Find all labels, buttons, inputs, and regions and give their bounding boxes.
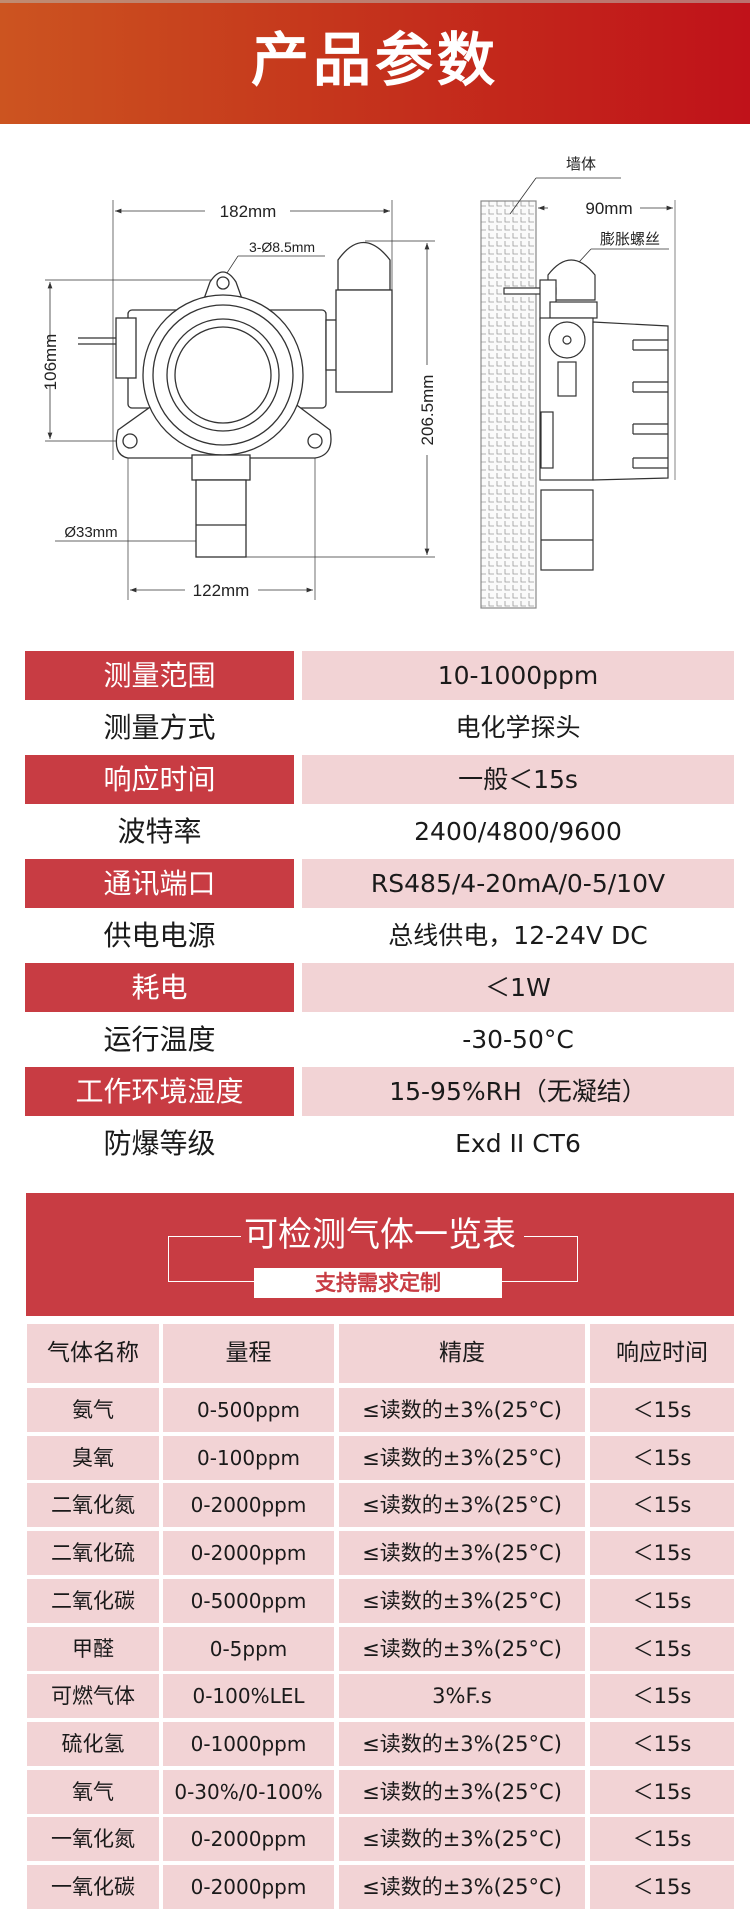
gas-cell: 一氧化氮 — [27, 1817, 159, 1862]
wall-label: 墙体 — [566, 156, 596, 173]
spec-label: 运行温度 — [103, 1023, 216, 1056]
spec-value: 10-1000ppm — [302, 651, 734, 700]
gas-cell: ＜15s — [590, 1817, 734, 1862]
spec-value: ＜1W — [302, 963, 734, 1012]
spec-value: -30-50°C — [462, 1025, 574, 1054]
total-height-dimension-label: 206.5mm — [418, 375, 437, 446]
gas-list-title: 可检测气体一览表 — [244, 1215, 516, 1255]
bracket-left-bottom — [168, 1236, 255, 1282]
gas-cell: 0-5ppm — [163, 1626, 334, 1671]
gas-cell: ≤读数的±3%(25°C) — [339, 1435, 585, 1480]
hole-dimension-label: 3-Ø8.5mm — [249, 239, 315, 255]
spec-row: 测量方式 电化学探头 — [25, 703, 734, 752]
gas-cell: ≤读数的±3%(25°C) — [339, 1817, 585, 1862]
spec-value: 电化学探头 — [455, 713, 581, 742]
front-view — [45, 200, 435, 600]
gas-cell: 氨气 — [27, 1388, 159, 1432]
spec-label: 供电电源 — [103, 919, 216, 952]
spec-row: 供电电源 总线供电，12-24V DC — [25, 911, 734, 960]
gas-cell: ≤读数的±3%(25°C) — [339, 1626, 585, 1671]
gas-cell: 0-2000ppm — [163, 1531, 334, 1576]
gas-cell: ≤读数的±3%(25°C) — [339, 1721, 585, 1766]
gas-cell: ＜15s — [590, 1721, 734, 1766]
spec-value: 2400/4800/9600 — [414, 817, 622, 846]
gas-cell: ＜15s — [590, 1483, 734, 1528]
depth-dimension-label: 90mm — [585, 199, 632, 218]
gas-header-cell: 气体名称 — [27, 1324, 159, 1383]
spec-row: 响应时间 一般＜15s — [25, 755, 734, 804]
spec-value: Exd II CT6 — [455, 1129, 581, 1158]
spec-value: RS485/4-20mA/0-5/10V — [302, 859, 734, 908]
spec-row: 防爆等级 Exd II CT6 — [25, 1119, 734, 1168]
gas-cell: 0-500ppm — [163, 1388, 334, 1432]
spec-label: 工作环境湿度 — [25, 1067, 294, 1116]
hole-spacing-label: 122mm — [193, 581, 250, 600]
gas-cell: 0-5000ppm — [163, 1578, 334, 1623]
gas-cell: 0-2000ppm — [163, 1817, 334, 1862]
spec-value: 一般＜15s — [302, 755, 734, 804]
gas-cell: 0-30%/0-100% — [163, 1769, 334, 1814]
gas-cell: ≤读数的±3%(25°C) — [339, 1769, 585, 1814]
gas-cell: ≤读数的±3%(25°C) — [339, 1388, 585, 1432]
spec-row: 耗电 ＜1W — [25, 963, 734, 1012]
gas-list-subtitle: 支持需求定制 — [254, 1268, 502, 1298]
gas-cell: 硫化氢 — [27, 1721, 159, 1766]
page-title: 产品参数 — [250, 26, 499, 94]
gas-cell: ＜15s — [590, 1435, 734, 1480]
gas-header-cell: 量程 — [163, 1324, 334, 1383]
width-dimension-label: 182mm — [220, 202, 277, 221]
spec-value: 15-95%RH（无凝结） — [302, 1067, 734, 1116]
spec-row: 通讯端口 RS485/4-20mA/0-5/10V — [25, 859, 734, 908]
gas-cell: 臭氧 — [27, 1435, 159, 1480]
gas-cell: 3%F.s — [339, 1674, 585, 1719]
spec-row: 工作环境湿度 15-95%RH（无凝结） — [25, 1067, 734, 1116]
gas-cell: ＜15s — [590, 1769, 734, 1814]
gas-cell: 氧气 — [27, 1769, 159, 1814]
gas-cell: ＜15s — [590, 1531, 734, 1576]
spec-row: 测量范围 10-1000ppm — [25, 651, 734, 700]
bracket-right-bottom — [502, 1236, 578, 1282]
spec-row: 波特率 2400/4800/9600 — [25, 807, 734, 856]
spec-label: 测量范围 — [25, 651, 294, 700]
gas-cell: 二氧化硫 — [27, 1531, 159, 1576]
sensor-diameter-label: Ø33mm — [64, 524, 117, 541]
gas-list-banner: 可检测气体一览表 支持需求定制 — [26, 1193, 734, 1316]
dimension-diagram: 182mm 3-Ø8.5mm 106mm 206.5mm Ø33mm 122mm… — [41, 156, 676, 609]
spec-label: 测量方式 — [103, 711, 216, 744]
gas-cell: 可燃气体 — [27, 1674, 159, 1719]
gas-cell: 0-100%LEL — [163, 1674, 334, 1719]
spec-label: 响应时间 — [25, 755, 294, 804]
gas-cell: ≤读数的±3%(25°C) — [339, 1483, 585, 1528]
gas-cell: ≤读数的±3%(25°C) — [339, 1531, 585, 1576]
gas-cell: 0-2000ppm — [163, 1865, 334, 1909]
side-view — [480, 177, 676, 609]
gas-cell: ＜15s — [590, 1388, 734, 1432]
spec-label: 耗电 — [25, 963, 294, 1012]
gas-cell: 0-100ppm — [163, 1435, 334, 1480]
gas-cell: 一氧化碳 — [27, 1865, 159, 1909]
height-dimension-label: 106mm — [41, 334, 60, 391]
top-divider — [0, 0, 750, 3]
gas-header-cell: 精度 — [339, 1324, 585, 1383]
gas-cell: 二氧化碳 — [27, 1578, 159, 1623]
gas-cell: 0-1000ppm — [163, 1721, 334, 1766]
header-banner: 产品参数 — [0, 0, 750, 124]
gas-cell: ＜15s — [590, 1626, 734, 1671]
gas-cell: 二氧化氮 — [27, 1483, 159, 1528]
gas-cell: ≤读数的±3%(25°C) — [339, 1578, 585, 1623]
gas-header-cell: 响应时间 — [590, 1324, 734, 1383]
gas-cell: ＜15s — [590, 1674, 734, 1719]
gas-cell: ＜15s — [590, 1578, 734, 1623]
spec-label: 波特率 — [117, 815, 202, 848]
gas-cell: ＜15s — [590, 1865, 734, 1909]
anchor-bolt-label: 膨胀螺丝 — [600, 231, 660, 248]
gas-cell: ≤读数的±3%(25°C) — [339, 1865, 585, 1909]
spec-label: 通讯端口 — [25, 859, 294, 908]
spec-value: 总线供电，12-24V DC — [388, 921, 648, 950]
spec-label: 防爆等级 — [103, 1127, 216, 1160]
gas-cell: 0-2000ppm — [163, 1483, 334, 1528]
gas-cell: 甲醛 — [27, 1626, 159, 1671]
spec-row: 运行温度 -30-50°C — [25, 1015, 734, 1064]
